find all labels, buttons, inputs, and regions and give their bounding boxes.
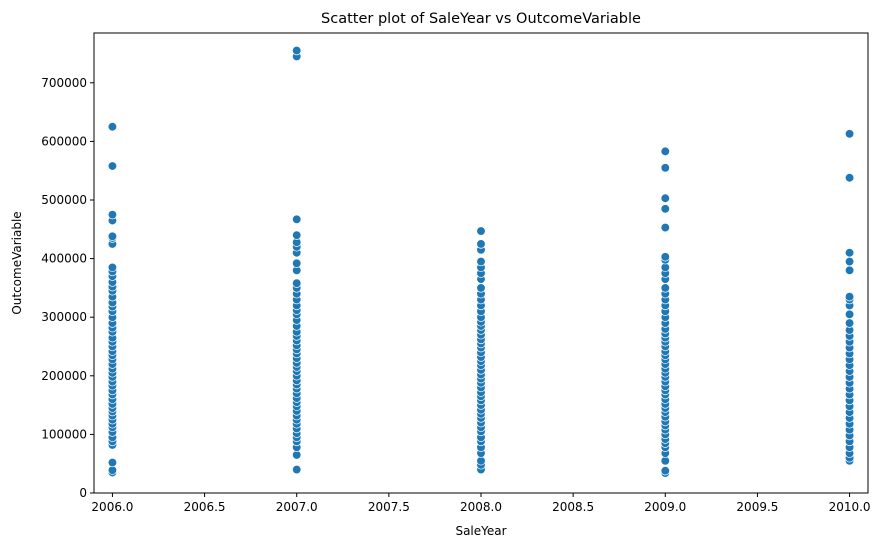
data-point bbox=[660, 466, 670, 476]
series-2010 bbox=[844, 129, 855, 466]
x-axis-label: SaleYear bbox=[455, 524, 506, 538]
data-point bbox=[476, 283, 486, 293]
y-tick-label: 500000 bbox=[41, 193, 87, 207]
data-point bbox=[660, 193, 670, 203]
data-point bbox=[292, 214, 302, 224]
data-point bbox=[107, 231, 118, 241]
x-tick-label: 2006.0 bbox=[91, 500, 133, 514]
data-point bbox=[476, 256, 486, 267]
chart-title: Scatter plot of SaleYear vs OutcomeVaria… bbox=[321, 11, 641, 27]
data-point bbox=[660, 283, 670, 293]
y-tick-label: 200000 bbox=[41, 369, 87, 383]
x-tick-label: 2010.0 bbox=[829, 500, 871, 514]
data-point bbox=[844, 173, 855, 183]
y-tick-label: 700000 bbox=[41, 76, 87, 90]
data-point bbox=[660, 204, 670, 214]
data-point bbox=[292, 258, 302, 268]
x-tick-label: 2008.0 bbox=[460, 500, 502, 514]
series-2008 bbox=[476, 226, 486, 475]
data-point bbox=[107, 210, 118, 220]
data-point bbox=[292, 45, 302, 56]
series-2009 bbox=[660, 146, 670, 478]
x-tick-label: 2009.5 bbox=[736, 500, 778, 514]
x-tick-label: 2009.0 bbox=[644, 500, 686, 514]
y-axis-ticks: 0 100000 200000 300000 400000 500000 600000 700… bbox=[41, 76, 94, 500]
data-point bbox=[476, 239, 486, 249]
data-points bbox=[107, 45, 855, 478]
y-axis-label: OutcomeVariable bbox=[10, 211, 24, 314]
y-tick-label: 0 bbox=[79, 486, 87, 500]
data-point bbox=[844, 265, 855, 275]
x-tick-label: 2008.5 bbox=[552, 500, 594, 514]
x-axis-ticks: 2006.0 2006.5 2007.0 2007.5 2008.0 2008.5 2009… bbox=[91, 493, 871, 514]
data-point bbox=[660, 163, 670, 173]
data-point bbox=[292, 278, 302, 288]
data-point bbox=[844, 248, 855, 258]
data-point bbox=[660, 252, 670, 262]
data-point bbox=[844, 129, 855, 139]
data-point bbox=[107, 262, 118, 273]
data-point bbox=[660, 222, 670, 233]
data-point bbox=[844, 292, 855, 302]
series-2007 bbox=[292, 45, 302, 475]
data-point bbox=[107, 161, 118, 171]
data-point bbox=[292, 464, 302, 475]
x-tick-label: 2006.5 bbox=[184, 500, 226, 514]
data-point bbox=[476, 226, 486, 236]
data-point bbox=[107, 122, 118, 132]
x-tick-label: 2007.0 bbox=[276, 500, 318, 514]
series-2006 bbox=[107, 122, 118, 478]
data-point bbox=[660, 146, 670, 157]
data-point bbox=[844, 256, 855, 267]
x-tick-label: 2007.5 bbox=[368, 500, 410, 514]
y-tick-label: 300000 bbox=[41, 310, 87, 324]
y-tick-label: 100000 bbox=[41, 427, 87, 441]
y-tick-label: 400000 bbox=[41, 252, 87, 266]
data-point bbox=[292, 230, 302, 240]
data-point bbox=[844, 309, 855, 319]
y-tick-label: 600000 bbox=[41, 134, 87, 148]
data-point bbox=[844, 318, 855, 328]
data-point bbox=[107, 457, 118, 468]
